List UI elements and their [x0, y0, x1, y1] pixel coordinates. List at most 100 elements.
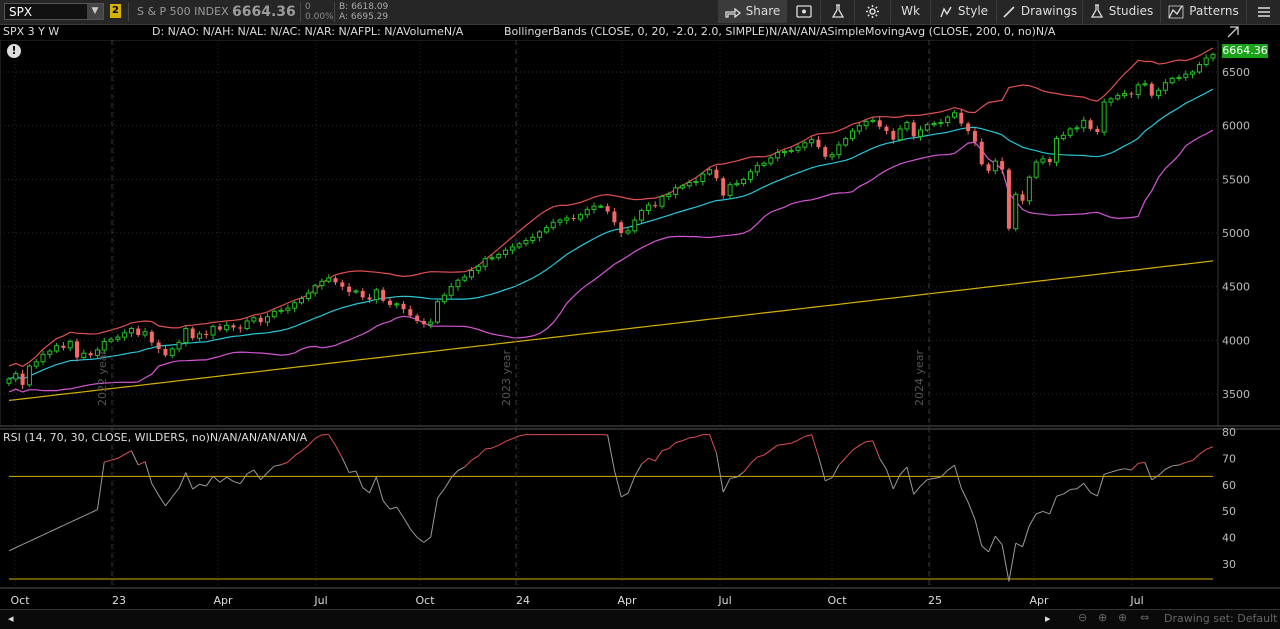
candle-body-down — [912, 122, 916, 136]
rsi-segment — [764, 450, 771, 455]
candle-body-up — [592, 206, 596, 209]
candle-body-up — [544, 228, 548, 232]
candle-body-up — [857, 126, 861, 131]
candle-body-down — [61, 346, 65, 348]
last-price-tag: 6664.36 — [1222, 44, 1268, 58]
rsi-segment — [696, 435, 703, 437]
rsi-segment — [288, 456, 295, 462]
studies-button[interactable]: Studies — [1082, 0, 1160, 23]
candle-body-up — [272, 311, 276, 316]
rsi-segment — [138, 462, 145, 465]
candle-body-up — [293, 303, 297, 308]
rsi-segment — [363, 488, 370, 493]
settings-button[interactable] — [854, 0, 890, 23]
rsi-segment — [267, 466, 274, 473]
rsi-segment — [84, 513, 91, 516]
candle-body-up — [463, 277, 467, 280]
rsi-segment — [336, 445, 343, 458]
candle-body-up — [1143, 84, 1147, 85]
bb-upper-line — [9, 48, 1213, 366]
rsi-segment — [77, 516, 84, 519]
candle-body-up — [1211, 54, 1215, 58]
candle-body-up — [932, 124, 936, 125]
style-button[interactable]: Style — [930, 0, 996, 23]
patterns-button[interactable]: Patterns — [1160, 0, 1246, 23]
collapse-icon[interactable] — [1225, 24, 1241, 40]
candle-body-up — [476, 266, 480, 270]
rsi-segment — [744, 464, 751, 472]
rsi-segment — [676, 441, 683, 443]
price-tick-label: 3500 — [1222, 388, 1250, 401]
ask-value: A: 6695.29 — [339, 12, 388, 22]
timeframe-label: Wk — [901, 0, 920, 23]
rsi-segment — [29, 538, 36, 541]
candle-body-up — [898, 129, 902, 140]
rsi-segment — [438, 489, 445, 498]
candle-body-up — [14, 374, 18, 379]
zoom-out-icon[interactable]: ⊖ — [1078, 611, 1087, 624]
scroll-left-icon[interactable]: ◂ — [8, 612, 14, 625]
candle-body-down — [884, 127, 888, 131]
rsi-segment — [145, 462, 152, 484]
symbol-link-badge[interactable]: 2 — [110, 4, 121, 18]
share-button[interactable]: Share — [718, 0, 786, 23]
rsi-panel[interactable] — [9, 435, 1213, 582]
experiment-button[interactable] — [820, 0, 854, 23]
rsi-segment — [1009, 543, 1016, 581]
rsi-segment — [614, 470, 621, 497]
candle-body-down — [653, 205, 657, 206]
candle-body-up — [837, 145, 841, 155]
candle-body-up — [646, 205, 650, 210]
candle-body-up — [102, 341, 106, 350]
symbol-selector[interactable]: SPX ▼ — [4, 3, 104, 20]
candle-body-up — [742, 179, 746, 183]
rsi-segment — [1186, 461, 1193, 463]
candle-body-up — [225, 325, 229, 329]
candle-body-up — [1177, 77, 1181, 78]
candle-body-up — [449, 287, 453, 296]
rsi-segment — [213, 476, 220, 482]
candle-body-up — [1204, 58, 1208, 64]
chevron-down-icon[interactable]: ▼ — [87, 4, 103, 19]
rsi-segment — [1050, 496, 1057, 514]
rsi-segment — [900, 467, 907, 474]
rsi-segment — [1111, 470, 1118, 472]
rsi-segment — [1193, 454, 1200, 460]
style-icon — [939, 5, 953, 19]
candle-body-down — [259, 318, 263, 322]
candle-body-up — [680, 186, 684, 188]
candle-body-up — [1157, 90, 1161, 95]
year-label: 2024 year — [913, 349, 926, 406]
price-grid — [0, 40, 1280, 588]
candle-body-up — [1123, 93, 1127, 95]
candle-body-down — [340, 282, 344, 286]
sma-200 — [9, 261, 1213, 401]
candle-body-up — [279, 310, 283, 311]
rsi-segment — [1057, 494, 1064, 496]
candle-body-up — [953, 113, 957, 117]
scroll-right-icon[interactable]: ▸ — [1045, 612, 1051, 625]
symbol-text[interactable]: SPX — [9, 5, 32, 19]
zoom-in-icon[interactable]: ⊕ — [1098, 611, 1107, 624]
rsi-segment — [852, 445, 859, 450]
rsi-segment — [118, 454, 125, 458]
menu-button[interactable] — [1246, 0, 1280, 23]
rsi-segment — [404, 518, 411, 529]
candle-body-up — [830, 155, 834, 157]
rsi-segment — [159, 495, 166, 506]
rsi-segment — [9, 548, 16, 551]
rsi-segment — [655, 451, 662, 461]
candle-body-down — [75, 341, 79, 357]
drawings-button[interactable]: Drawings — [996, 0, 1082, 23]
candle-body-down — [402, 304, 406, 309]
rsi-segment — [281, 462, 288, 465]
candle-body-up — [1170, 78, 1174, 82]
price-chart[interactable]: 3500400045005000550060006500304050607080… — [0, 40, 1280, 606]
candle-body-down — [361, 291, 365, 297]
tablet-button[interactable] — [786, 0, 820, 23]
rsi-segment — [1077, 483, 1084, 488]
crosshair-icon[interactable]: ⊕ — [1118, 611, 1127, 624]
timeframe-button[interactable]: Wk — [890, 0, 930, 23]
zoom-fit-icon[interactable]: ⇔ — [1140, 611, 1149, 624]
info-icon[interactable]: ! — [7, 44, 21, 58]
